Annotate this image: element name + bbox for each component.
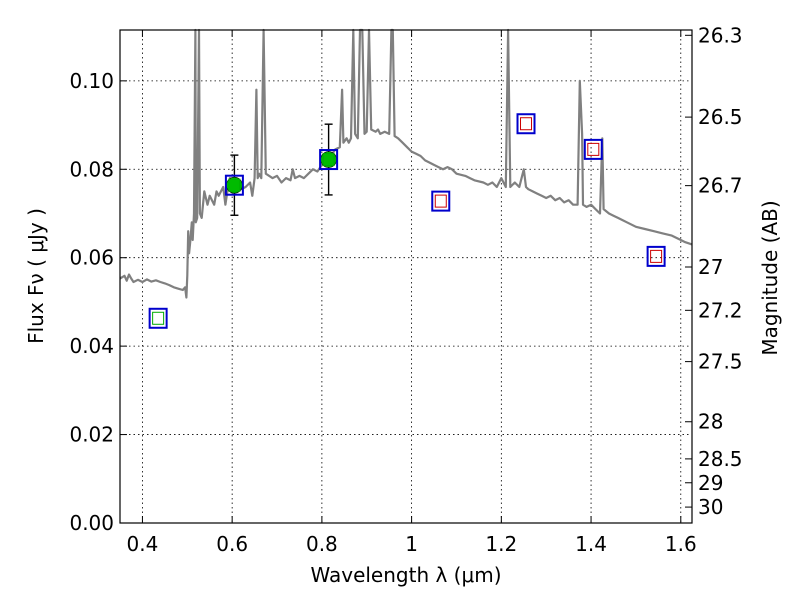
model-photometry-square: [319, 149, 339, 171]
x-tick-label: 0.6: [216, 532, 248, 556]
model-photometry-square: [646, 245, 666, 267]
magnitude-tick-label: 27.5: [698, 350, 743, 374]
model-photometry-square: [148, 307, 168, 329]
x-tick-label: 0.4: [127, 532, 159, 556]
model-photometry-inner: [434, 194, 447, 208]
y-tick-label: 0.04: [69, 334, 114, 358]
model-photometry-inner: [228, 178, 241, 192]
spectrum-line: [119, 28, 693, 299]
magnitude-tick-label: 27.2: [698, 298, 743, 322]
y-tick-label: 0.00: [69, 511, 114, 535]
x-axis: 0.4 0.6 0.8 1 1.2 1.4 1.6: [127, 30, 697, 556]
model-photometry-inner: [587, 142, 600, 156]
y-axis-label: Flux Fν ( μJy ): [24, 208, 48, 344]
magnitude-tick-label: 26.3: [698, 23, 743, 47]
magnitude-axis-label: Magnitude (AB): [758, 200, 782, 355]
magnitude-tick-label: 26.7: [698, 174, 743, 198]
magnitude-tick-label: 28: [698, 410, 723, 434]
y-tick-label: 0.08: [69, 157, 114, 181]
magnitude-tick-label: 26.5: [698, 105, 743, 129]
model-photometry-inner: [322, 153, 335, 167]
x-tick-label: 1: [405, 532, 418, 556]
magnitude-tick-label: 29: [698, 471, 723, 495]
model-photometry-square: [431, 190, 451, 212]
x-axis-label: Wavelength λ (μm): [310, 563, 501, 587]
spectrum-layer: [119, 28, 693, 299]
x-tick-label: 1.4: [575, 532, 607, 556]
y-tick-label: 0.10: [69, 69, 114, 93]
model-photometry-square: [516, 113, 536, 135]
x-tick-label: 1.2: [485, 532, 517, 556]
model-photometry-inner: [650, 249, 663, 263]
y-tick-label: 0.06: [69, 246, 114, 270]
photometry-layer: [148, 113, 666, 329]
model-photometry-inner: [152, 311, 165, 325]
model-photometry-square: [583, 138, 603, 160]
y-tick-label: 0.02: [69, 423, 114, 447]
x-tick-label: 0.8: [306, 532, 338, 556]
grid: [120, 30, 692, 524]
model-photometry-inner: [520, 117, 533, 131]
plot-frame: [119, 29, 693, 524]
magnitude-tick-label: 27: [698, 255, 723, 279]
y-axis: 0.00 0.02 0.04 0.06 0.08 0.10: [69, 69, 127, 535]
magnitude-tick-label: 30: [698, 495, 723, 519]
magnitude-tick-label: 28.5: [698, 447, 743, 471]
model-photometry-square: [224, 174, 244, 196]
x-tick-label: 1.6: [665, 532, 697, 556]
